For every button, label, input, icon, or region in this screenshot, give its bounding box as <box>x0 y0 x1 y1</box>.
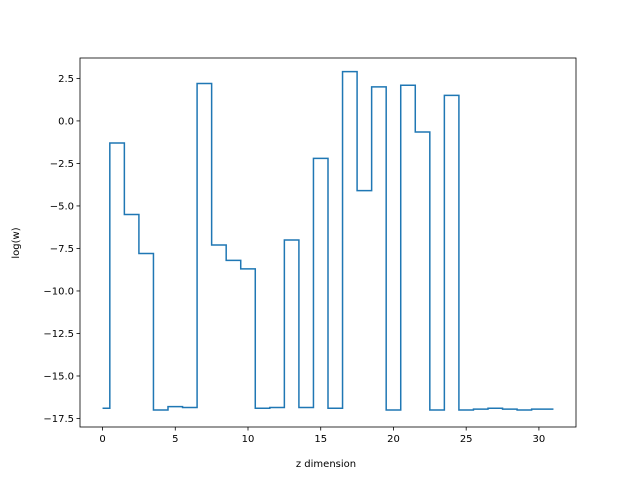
x-tick-label: 0 <box>99 434 105 445</box>
x-tick-label: 15 <box>314 434 327 445</box>
series-line-0 <box>102 70 554 411</box>
y-tick-label: −2.5 <box>50 159 74 170</box>
x-tick-label: 20 <box>387 434 400 445</box>
y-tick-label: 2.5 <box>58 74 74 85</box>
x-tick-label: 10 <box>242 434 255 445</box>
y-tick-label: −7.5 <box>50 244 74 255</box>
y-tick-label: −10.0 <box>43 286 74 297</box>
axes-frame <box>79 57 577 428</box>
y-tick-label: −5.0 <box>50 201 74 212</box>
axes: 0 5 10 15 20 25 30 −17.5 −15.0 −12.5 −10.0 −7.5 −5.0… <box>43 57 577 445</box>
y-axis-label: log(w) <box>11 227 22 258</box>
x-tick-label: 25 <box>460 434 473 445</box>
x-tick-label: 30 <box>533 434 546 445</box>
y-tick-label: 0.0 <box>58 116 74 127</box>
y-tick-label: −15.0 <box>43 371 74 382</box>
x-tick-label: 5 <box>172 434 178 445</box>
x-axis-label: z dimension <box>296 459 356 470</box>
y-tick-label: −12.5 <box>43 329 74 340</box>
y-tick-label: −17.5 <box>43 414 74 425</box>
plot-area <box>102 70 554 411</box>
